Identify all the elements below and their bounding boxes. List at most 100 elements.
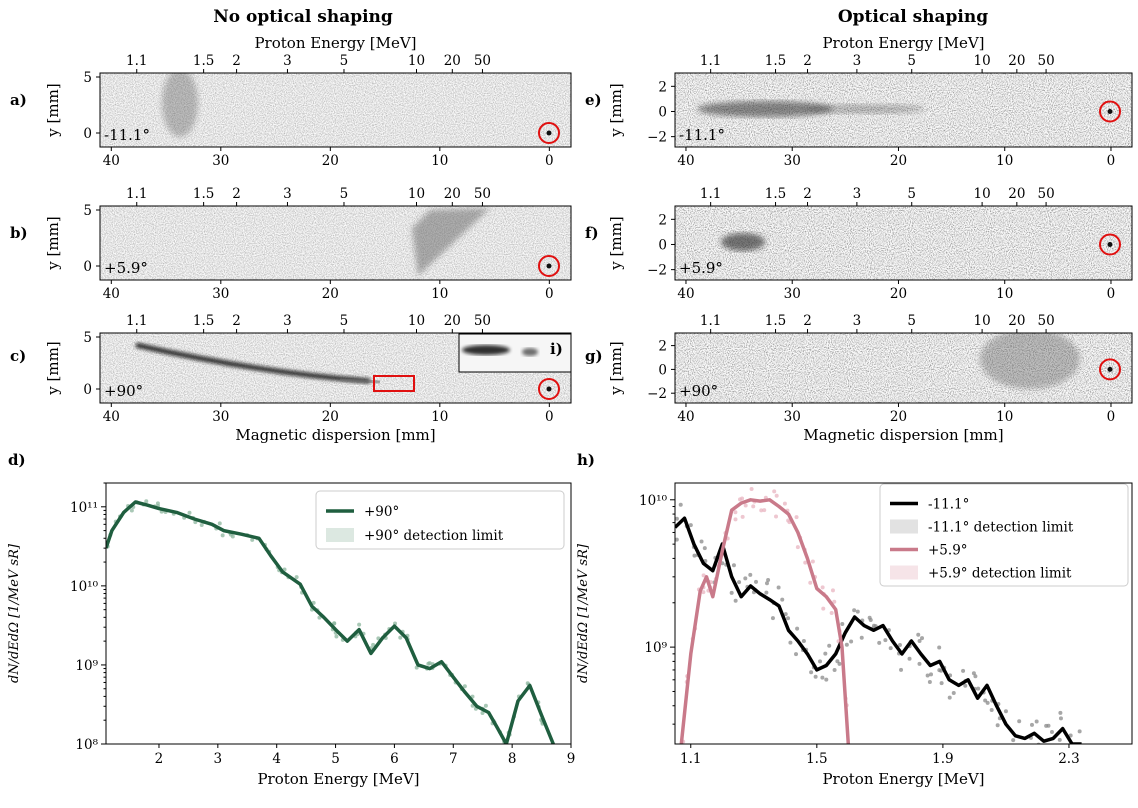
top-tick-label: 1.1 bbox=[700, 53, 721, 69]
top-tick-label: 50 bbox=[1037, 53, 1054, 69]
data-point bbox=[803, 560, 808, 565]
y-axis-title: y [mm] bbox=[44, 216, 62, 270]
bottom-tick-label: 0 bbox=[1107, 153, 1116, 169]
data-point bbox=[830, 588, 835, 593]
series-line bbox=[679, 498, 851, 744]
proton-blob bbox=[162, 73, 198, 137]
data-point bbox=[794, 515, 799, 520]
y-axis-title: y [mm] bbox=[44, 83, 62, 137]
bottom-tick-label: 0 bbox=[545, 409, 554, 425]
data-point bbox=[759, 508, 764, 513]
bottom-axis-title: Magnetic dispersion [mm] bbox=[803, 426, 1003, 444]
bottom-tick-label: 30 bbox=[212, 153, 229, 169]
y-axis-title: y [mm] bbox=[44, 341, 62, 395]
data-point bbox=[976, 686, 981, 691]
image-content bbox=[100, 73, 571, 147]
top-tick-label: 1.5 bbox=[193, 313, 214, 329]
legend-label: +90° bbox=[364, 504, 399, 520]
panel-letter: h) bbox=[577, 451, 595, 469]
top-tick-label: 3 bbox=[853, 186, 862, 202]
panel-letter: d) bbox=[8, 451, 26, 469]
data-point bbox=[702, 546, 707, 551]
data-point bbox=[844, 642, 849, 647]
data-point bbox=[813, 674, 818, 679]
data-point bbox=[751, 504, 756, 509]
data-point bbox=[920, 636, 925, 641]
x-axis-title: Proton Energy [MeV] bbox=[822, 770, 984, 788]
data-point bbox=[780, 597, 785, 602]
bottom-tick-label: 20 bbox=[322, 409, 339, 425]
x-tick-label: 6 bbox=[390, 751, 399, 767]
y-tick-label: 0 bbox=[658, 362, 667, 378]
plot-frame bbox=[674, 482, 1133, 745]
y-tick-label: −2 bbox=[647, 263, 667, 279]
data-point bbox=[846, 746, 850, 750]
bottom-axis-title: Magnetic dispersion [mm] bbox=[235, 426, 435, 444]
image-frame bbox=[674, 205, 1133, 281]
data-point bbox=[877, 640, 882, 645]
legend-box bbox=[879, 483, 1129, 587]
data-point bbox=[1058, 716, 1063, 721]
data-point bbox=[917, 638, 922, 643]
top-tick-label: 2 bbox=[232, 186, 241, 202]
inset-letter: i) bbox=[550, 340, 563, 358]
data-point bbox=[855, 609, 860, 614]
angle-label: +90° bbox=[104, 382, 143, 400]
data-point bbox=[783, 612, 788, 617]
bottom-tick-label: 10 bbox=[996, 286, 1013, 302]
data-point bbox=[947, 695, 952, 700]
panel-letter: f) bbox=[585, 224, 599, 242]
data-point bbox=[1011, 738, 1016, 743]
top-tick-label: 50 bbox=[474, 53, 491, 69]
proton-haze bbox=[980, 333, 1080, 389]
top-tick-label: 3 bbox=[283, 186, 292, 202]
data-point bbox=[772, 489, 777, 494]
top-tick-label: 10 bbox=[408, 53, 425, 69]
data-point bbox=[961, 668, 966, 673]
data-point bbox=[835, 659, 840, 664]
bottom-tick-label: 40 bbox=[677, 286, 694, 302]
data-point bbox=[1003, 709, 1008, 714]
top-tick-label: 2 bbox=[803, 53, 812, 69]
data-point bbox=[217, 521, 222, 526]
y-tick-label: 10⁹ bbox=[75, 658, 98, 674]
zero-order-marker bbox=[538, 378, 560, 400]
data-point bbox=[371, 642, 376, 647]
data-point bbox=[701, 573, 706, 578]
data-point bbox=[748, 572, 753, 577]
top-tick-label: 2 bbox=[803, 313, 812, 329]
data-point bbox=[963, 683, 968, 688]
y-tick-label: 2 bbox=[658, 212, 667, 228]
data-point bbox=[794, 652, 799, 657]
image-content bbox=[675, 206, 1132, 280]
bottom-tick-label: 10 bbox=[431, 286, 448, 302]
data-point bbox=[929, 672, 934, 677]
bottom-tick-label: 10 bbox=[431, 409, 448, 425]
zero-order-marker bbox=[1099, 233, 1121, 256]
top-tick-label: 2 bbox=[232, 313, 241, 329]
zero-order-spot bbox=[1107, 366, 1113, 372]
zero-order-marker bbox=[1099, 100, 1121, 123]
x-tick-label: 1.9 bbox=[932, 751, 953, 767]
x-tick-label: 3 bbox=[214, 751, 223, 767]
top-tick-label: 1.5 bbox=[765, 313, 786, 329]
data-point bbox=[483, 703, 488, 708]
data-point bbox=[199, 522, 204, 527]
spectrum-plot-d: 2 3 4 5 6 7 8 9 Proton Energy [MeV] 10⁸ 10⁹ 10¹⁰ 10¹… bbox=[7, 451, 575, 788]
data-point bbox=[398, 635, 403, 640]
top-tick-label: 5 bbox=[340, 186, 349, 202]
top-tick-label: 2 bbox=[803, 186, 812, 202]
x-tick-label: 8 bbox=[508, 751, 517, 767]
y-axis-title: y [mm] bbox=[607, 341, 625, 395]
data-point bbox=[774, 493, 779, 498]
y-tick-label: 5 bbox=[83, 70, 92, 86]
data-point bbox=[144, 499, 149, 504]
bottom-tick-label: 20 bbox=[890, 153, 907, 169]
top-tick-label: 10 bbox=[408, 186, 425, 202]
data-point bbox=[1068, 733, 1073, 738]
panel-letter: e) bbox=[585, 91, 602, 109]
bottom-tick-label: 30 bbox=[212, 286, 229, 302]
data-point bbox=[989, 707, 994, 712]
